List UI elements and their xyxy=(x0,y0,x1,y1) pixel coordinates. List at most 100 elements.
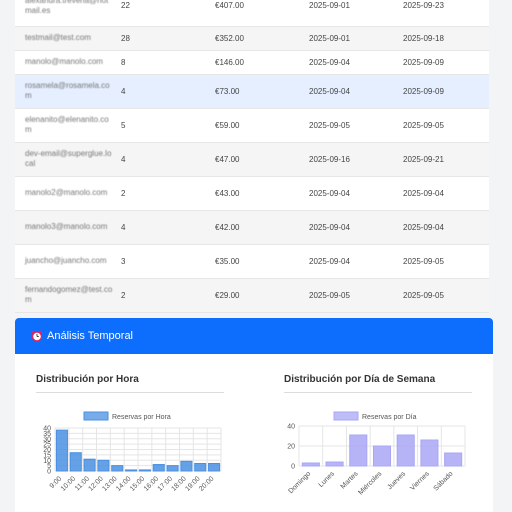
bar xyxy=(152,464,165,472)
total-spent-cell: €29.00 xyxy=(211,278,305,312)
bookings-count-cell-text: 8 xyxy=(121,57,126,67)
table-row[interactable]: rosamela@rosamela.com 4 €73.00 2025-09-04 20… xyxy=(15,74,489,108)
x-tick-label: 20:00 xyxy=(198,475,215,492)
total-spent-cell-text: €47.00 xyxy=(215,154,240,164)
total-spent-cell-text: €35.00 xyxy=(215,256,240,266)
email-cell: juancho@juancho.com xyxy=(15,244,117,278)
y-tick-label: 0 xyxy=(47,469,51,476)
email-cell-text: manolo3@manolo.com xyxy=(25,222,108,231)
email-cell-text: juancho@juancho.com xyxy=(25,256,107,265)
first-date-cell: 2025-09-05 xyxy=(305,108,399,142)
legend-swatch xyxy=(83,411,109,421)
total-spent-cell-text: €407.00 xyxy=(215,1,244,11)
last-date-cell: 2025-09-04 xyxy=(399,210,489,244)
bookings-table: alexandra.trevena@hotmail.es 22 €407.00 202… xyxy=(15,0,489,313)
y-tick-label: 10 xyxy=(43,458,51,465)
x-tick-label: Lunes xyxy=(318,470,337,489)
bar xyxy=(111,465,124,472)
bar xyxy=(208,462,221,472)
last-date-cell: 2025-09-04 xyxy=(399,176,489,210)
total-spent-cell: €407.00 xyxy=(211,0,305,26)
y-tick-label: 25 xyxy=(43,442,51,449)
bar xyxy=(325,461,344,467)
x-tick-label: Viernes xyxy=(409,470,431,492)
table-row[interactable]: testmail@test.com 28 €352.00 2025-09-01 2025… xyxy=(15,26,489,50)
total-spent-cell: €35.00 xyxy=(211,244,305,278)
total-spent-cell: €47.00 xyxy=(211,142,305,176)
section-title: Análisis Temporal xyxy=(47,330,134,342)
bookings-count-cell: 4 xyxy=(117,210,211,244)
table-row[interactable]: elenanito@elenanito.com 5 €59.00 2025-09-05… xyxy=(15,108,489,142)
total-spent-cell: €59.00 xyxy=(211,108,305,142)
table-row[interactable]: dev-email@superglue.local 4 €47.00 2025-09-… xyxy=(15,142,489,176)
x-tick-label: Domingo xyxy=(288,470,313,495)
y-tick-label: 40 xyxy=(43,426,51,433)
first-date-cell-text: 2025-09-16 xyxy=(309,154,350,164)
weekday-chart-title: Distribución por Día de Semana xyxy=(284,374,436,385)
bookings-count-cell: 22 xyxy=(117,0,211,26)
bookings-count-cell: 5 xyxy=(117,108,211,142)
weekday-bar-chart: Reservas por Día 0 20 40 Domingo Lunes MartesM… xyxy=(287,411,466,497)
bookings-count-cell-text: 5 xyxy=(121,120,126,130)
temporal-analysis-header: Análisis Temporal xyxy=(15,318,493,354)
table-row[interactable]: juancho@juancho.com 3 €35.00 2025-09-04 2025… xyxy=(15,244,489,278)
hour-bar-chart: Reservas por Hora05101520253035409:0010:… xyxy=(43,411,222,493)
table-row[interactable]: alexandra.trevena@hotmail.es 22 €407.00 202… xyxy=(15,0,489,26)
bookings-count-cell-text: 3 xyxy=(121,256,126,266)
first-date-cell-text: 2025-09-04 xyxy=(309,256,350,266)
bar xyxy=(396,434,415,467)
total-spent-cell: €352.00 xyxy=(211,26,305,50)
first-date-cell-text: 2025-09-04 xyxy=(309,57,350,67)
last-date-cell-text: 2025-09-05 xyxy=(403,290,444,300)
email-cell: dev-email@superglue.local xyxy=(15,142,117,176)
first-date-cell: 2025-09-04 xyxy=(305,74,399,108)
bookings-count-cell: 2 xyxy=(117,176,211,210)
last-date-cell-text: 2025-09-23 xyxy=(403,1,444,11)
total-spent-cell: €43.00 xyxy=(211,176,305,210)
table-row[interactable]: fernandogomez@test.com 2 €29.00 2025-09-05 2… xyxy=(15,278,489,312)
bar xyxy=(69,452,82,472)
total-spent-cell-text: €73.00 xyxy=(215,86,240,96)
email-cell-text: dev-email@superglue.local xyxy=(25,149,112,168)
bookings-count-cell-text: 28 xyxy=(121,33,130,43)
bar xyxy=(420,439,439,467)
email-cell: manolo3@manolo.com xyxy=(15,210,117,244)
email-cell: elenanito@elenanito.com xyxy=(15,108,117,142)
last-date-cell-text: 2025-09-09 xyxy=(403,86,444,96)
first-date-cell-text: 2025-09-01 xyxy=(309,33,350,43)
email-cell: rosamela@rosamela.com xyxy=(15,74,117,108)
hour-chart-title: Distribución por Hora xyxy=(36,374,139,385)
bookings-count-cell-text: 4 xyxy=(121,222,126,232)
bar xyxy=(55,429,68,472)
email-cell-text: elenanito@elenanito.com xyxy=(25,115,109,134)
bar xyxy=(444,452,463,467)
table-row[interactable]: manolo3@manolo.com 4 €42.00 2025-09-04 2025-… xyxy=(15,210,489,244)
table-row[interactable]: manolo2@manolo.com 2 €43.00 2025-09-04 2025-… xyxy=(15,176,489,210)
bookings-count-cell-text: 22 xyxy=(121,1,130,11)
x-tick-label: Martes xyxy=(340,470,360,490)
total-spent-cell-text: €352.00 xyxy=(215,33,244,43)
total-spent-cell-text: €29.00 xyxy=(215,290,240,300)
bookings-count-cell-text: 4 xyxy=(121,86,126,96)
last-date-cell: 2025-09-05 xyxy=(399,244,489,278)
last-date-cell-text: 2025-09-21 xyxy=(403,154,444,164)
last-date-cell: 2025-09-09 xyxy=(399,50,489,74)
temporal-analysis-panel: Distribución por Hora Reservas por Hora 0… xyxy=(15,354,493,512)
last-date-cell-text: 2025-09-04 xyxy=(403,222,444,232)
bar xyxy=(194,462,207,472)
email-cell-text: fernandogomez@test.com xyxy=(25,285,113,304)
x-tick-label: 10:00 xyxy=(60,475,77,492)
table-row[interactable]: manolo@manolo.com 8 €146.00 2025-09-04 2025-… xyxy=(15,50,489,74)
bookings-count-cell-text: 2 xyxy=(121,290,126,300)
last-date-cell-text: 2025-09-18 xyxy=(403,33,444,43)
x-tick-label: Jueves xyxy=(386,470,407,491)
first-date-cell: 2025-09-16 xyxy=(305,142,399,176)
y-tick-label: 0 xyxy=(291,464,295,471)
bookings-count-cell: 8 xyxy=(117,50,211,74)
y-tick-label: 20 xyxy=(43,447,51,454)
email-cell: alexandra.trevena@hotmail.es xyxy=(15,0,117,26)
bar xyxy=(372,445,392,467)
x-tick-label: Miércoles xyxy=(357,470,383,496)
y-tick-label: 40 xyxy=(287,424,295,431)
bar xyxy=(349,434,368,467)
